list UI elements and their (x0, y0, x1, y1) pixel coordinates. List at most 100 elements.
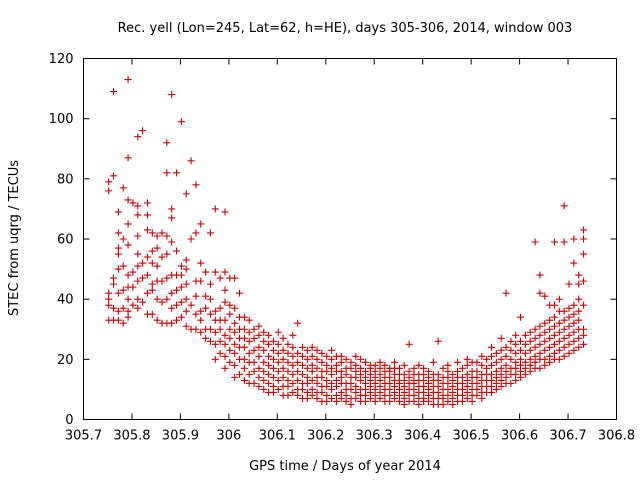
data-point (308, 376, 316, 384)
data-point (473, 391, 481, 399)
data-point (371, 391, 379, 399)
data-point (550, 340, 558, 348)
data-point (555, 295, 563, 303)
data-point (546, 358, 554, 366)
data-point (458, 373, 466, 381)
data-point (105, 178, 113, 186)
y-tick-label: 40 (57, 293, 74, 308)
data-point (216, 274, 224, 282)
data-point (391, 394, 399, 402)
data-point (313, 364, 321, 372)
data-point (265, 331, 273, 339)
data-point (143, 199, 151, 207)
data-point (216, 304, 224, 312)
data-point (381, 361, 389, 369)
data-point (512, 376, 520, 384)
data-point (560, 238, 568, 246)
data-point (211, 328, 219, 336)
data-point (434, 388, 442, 396)
data-point (357, 370, 365, 378)
data-point (352, 382, 360, 390)
data-point (284, 391, 292, 399)
data-point (531, 238, 539, 246)
data-point (463, 355, 471, 363)
data-point (211, 340, 219, 348)
data-point (129, 268, 137, 276)
data-point (173, 316, 181, 324)
data-point (420, 394, 428, 402)
data-point (347, 400, 355, 408)
data-point (400, 394, 408, 402)
data-point (512, 331, 520, 339)
data-point (337, 394, 345, 402)
data-point (473, 358, 481, 366)
data-point (386, 385, 394, 393)
data-point (444, 361, 452, 369)
data-point (526, 337, 534, 345)
data-point (376, 370, 384, 378)
data-point (269, 388, 277, 396)
data-point (163, 274, 171, 282)
data-point (560, 352, 568, 360)
data-point (265, 340, 273, 348)
data-point (507, 346, 515, 354)
data-point (206, 337, 214, 345)
data-point (197, 328, 205, 336)
data-point (575, 316, 583, 324)
data-point (289, 379, 297, 387)
data-point (197, 220, 205, 228)
data-point (526, 328, 534, 336)
data-point (502, 343, 510, 351)
data-point (546, 352, 554, 360)
data-point (570, 235, 578, 243)
data-point (216, 349, 224, 357)
data-point (289, 331, 297, 339)
data-point (221, 268, 229, 276)
data-point (260, 337, 268, 345)
data-point (366, 394, 374, 402)
data-point (260, 328, 268, 336)
data-point (560, 334, 568, 342)
data-point (332, 361, 340, 369)
data-point (565, 280, 573, 288)
data-point (454, 358, 462, 366)
data-point (550, 301, 558, 309)
data-point (240, 334, 248, 342)
data-point (318, 373, 326, 381)
chart-title: Rec. yell (Lon=245, Lat=62, h=HE), days … (118, 21, 573, 36)
data-point (570, 337, 578, 345)
data-point (550, 313, 558, 321)
data-point (158, 277, 166, 285)
data-point (182, 322, 190, 330)
data-point (492, 367, 500, 375)
data-point (134, 232, 142, 240)
data-point (420, 376, 428, 384)
data-point (274, 376, 282, 384)
data-point (139, 127, 147, 135)
data-point (226, 346, 234, 354)
data-point (560, 307, 568, 315)
data-point (463, 382, 471, 390)
data-point (512, 370, 520, 378)
data-point (400, 376, 408, 384)
data-point (313, 394, 321, 402)
data-point (531, 352, 539, 360)
data-point (308, 343, 316, 351)
data-point (337, 358, 345, 366)
data-point (216, 325, 224, 333)
data-point (148, 286, 156, 294)
data-point (487, 361, 495, 369)
data-point (512, 340, 520, 348)
data-point (211, 355, 219, 363)
data-point (366, 376, 374, 384)
data-point (565, 331, 573, 339)
data-point (313, 379, 321, 387)
data-point (114, 289, 122, 297)
data-point (531, 343, 539, 351)
data-point (580, 301, 588, 309)
data-point (521, 340, 529, 348)
data-point (463, 388, 471, 396)
data-point (560, 202, 568, 210)
data-point (192, 310, 200, 318)
data-point (153, 295, 161, 303)
